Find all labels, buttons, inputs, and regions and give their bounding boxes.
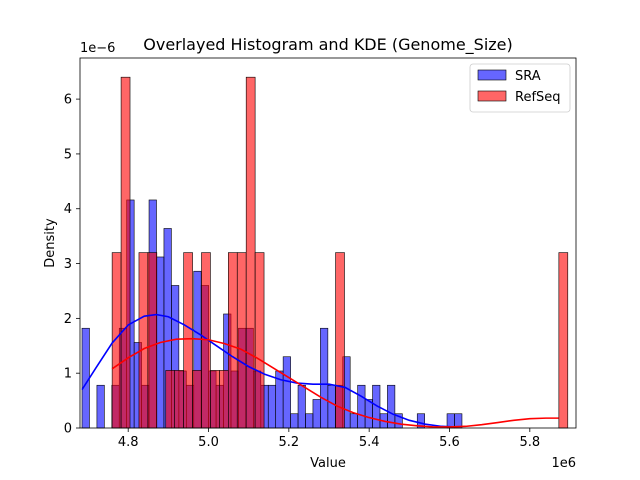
- bar-sra: [349, 413, 358, 429]
- bar-refseq: [120, 76, 131, 429]
- bar-sra: [81, 327, 90, 429]
- bar-sra: [305, 413, 314, 429]
- legend: SRA RefSeq: [469, 63, 571, 113]
- plot-area-frame: [79, 57, 577, 429]
- kde-line-sra: [81, 313, 455, 428]
- bar-sra: [364, 399, 373, 429]
- y-axis-ticks: 0 1 2 3 4 5 6: [64, 93, 80, 437]
- y-axis-multiplier: 1e−6: [80, 41, 115, 56]
- x-axis-multiplier: 1e6: [551, 456, 576, 471]
- bar-refseq: [174, 370, 184, 429]
- bar-refseq: [335, 252, 345, 429]
- y-axis-label: Density: [43, 218, 58, 268]
- kde-curves: [81, 313, 559, 428]
- x-tick-label: 5.8: [519, 435, 540, 450]
- bar-sra: [96, 384, 105, 429]
- bar-refseq: [192, 370, 202, 429]
- x-axis-ticks: 4.8 5.0 5.2 5.4 5.6 5.8: [118, 428, 540, 450]
- legend-label-refseq: RefSeq: [515, 90, 561, 105]
- bar-refseq: [236, 252, 247, 429]
- legend-swatch-refseq: [477, 90, 507, 102]
- bar-refseq: [147, 252, 158, 429]
- bar-refseq: [165, 370, 175, 429]
- bar-sra: [327, 384, 336, 429]
- legend-label-sra: SRA: [515, 69, 541, 84]
- bar-refseq: [219, 370, 229, 429]
- y-tick-label: 6: [64, 93, 72, 108]
- x-tick-label: 4.8: [118, 435, 139, 450]
- chart-title: Overlayed Histogram and KDE (Genome_Size…: [143, 35, 513, 55]
- bar-refseq: [558, 252, 569, 429]
- bar-sra: [357, 384, 366, 429]
- y-tick-label: 1: [64, 367, 72, 382]
- bar-sra: [320, 327, 329, 429]
- bar-refseq: [138, 252, 149, 429]
- bar-refseq: [228, 252, 238, 429]
- histogram-bars: [81, 76, 569, 429]
- x-tick-label: 5.6: [439, 435, 460, 450]
- y-tick-label: 5: [64, 147, 72, 162]
- x-tick-label: 5.4: [359, 435, 380, 450]
- x-tick-label: 5.2: [278, 435, 299, 450]
- bar-refseq: [245, 76, 256, 429]
- bar-sra: [297, 384, 306, 429]
- y-tick-label: 3: [64, 257, 72, 272]
- bar-refseq: [183, 252, 193, 429]
- bar-sra: [312, 399, 321, 429]
- y-tick-label: 4: [64, 202, 72, 217]
- x-tick-label: 5.0: [198, 435, 219, 450]
- y-tick-label: 2: [64, 312, 72, 327]
- bar-refseq: [111, 252, 122, 429]
- bar-refseq: [254, 252, 265, 429]
- x-axis-label: Value: [310, 456, 346, 471]
- bar-refseq: [210, 370, 220, 429]
- bar-sra: [282, 356, 291, 429]
- bar-sra: [267, 384, 276, 429]
- kde-line-refseq: [111, 337, 559, 428]
- bar-sra: [290, 413, 299, 429]
- legend-swatch-sra: [477, 69, 507, 81]
- y-tick-label: 0: [64, 422, 72, 437]
